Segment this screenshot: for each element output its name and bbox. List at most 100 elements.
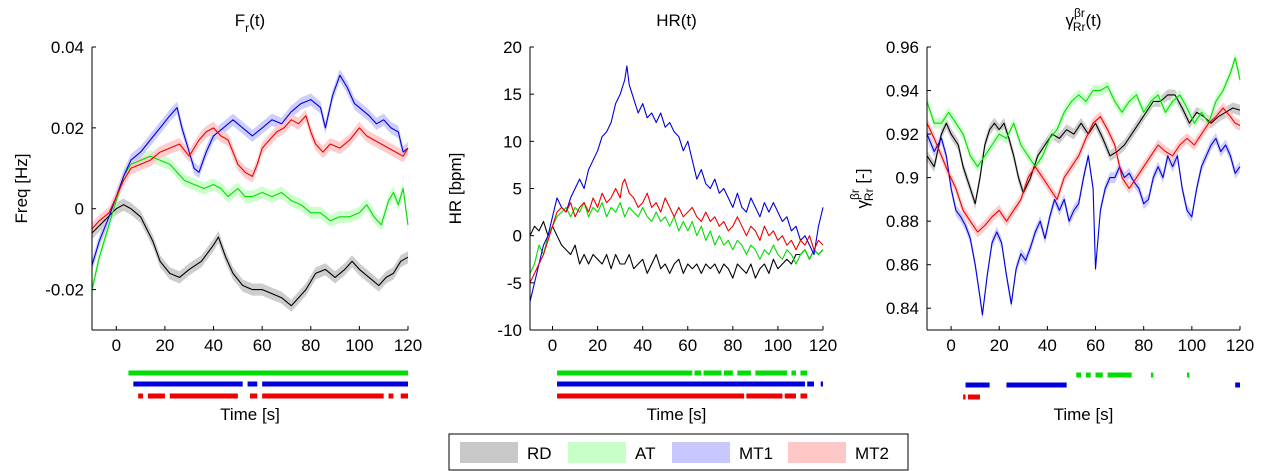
plot-area	[529, 65, 824, 302]
sig-segment-at	[557, 370, 693, 376]
legend-swatch-mt2	[788, 442, 846, 463]
x-tick-label: 0	[946, 336, 955, 355]
sig-segment-at	[1107, 372, 1132, 378]
x-tick-label: 120	[394, 336, 422, 355]
sig-segment-mt2	[784, 393, 796, 399]
sig-segment-at	[1095, 372, 1103, 378]
plot-area	[926, 52, 1241, 321]
y-tick-label: 20	[503, 38, 522, 57]
sig-segment-at	[723, 370, 733, 376]
sig-segment-mt1	[1006, 382, 1067, 388]
y-axis-label: HR [bpm]	[446, 153, 465, 225]
sig-segment-mt2	[800, 393, 808, 399]
sig-segment-at	[1076, 372, 1082, 378]
y-tick-label: 15	[503, 85, 522, 104]
y-tick-label: 0.02	[51, 119, 84, 138]
sig-segment-at	[800, 370, 808, 376]
title-sup: βr	[1074, 6, 1085, 20]
axes: 0 20 40 60 80 100 120 -0.02 0 0.02 0.04	[45, 38, 422, 355]
y-tick-label: 0.9	[895, 169, 919, 188]
ylabel-main: γ	[853, 199, 872, 208]
y-tick-label: 0	[75, 200, 84, 219]
y-tick-label: 0.86	[886, 256, 919, 275]
x-tick-label: 40	[204, 336, 223, 355]
series-line-mt1	[529, 65, 824, 302]
legend-label-mt2: MT2	[855, 444, 889, 463]
sig-segment-at	[128, 370, 408, 376]
series-line-mt2	[926, 107, 1241, 233]
sig-segment-mt2	[250, 393, 258, 399]
legend-swatch-at	[568, 442, 626, 463]
y-tick-label: 0.84	[886, 299, 919, 318]
band-mt1	[927, 128, 1240, 321]
title-main: F	[235, 11, 245, 30]
ylabel-sup: βr	[848, 189, 862, 200]
band-mt1	[92, 69, 408, 272]
x-tick-label: 60	[1086, 336, 1105, 355]
y-tick-label: 10	[503, 132, 522, 151]
title-sub: Rr	[1073, 20, 1086, 34]
chart-panel-2: 0 20 40 60 80 100 120 -10 -5 0 5 10 15 20 HR(t) HR [bpm…	[446, 11, 837, 424]
series-line-mt2	[91, 115, 409, 230]
sig-segment-at	[737, 370, 751, 376]
legend: RD AT MT1 MT2	[448, 433, 909, 471]
band-at	[92, 150, 408, 296]
series-line-rd	[926, 94, 1241, 205]
x-axis-label: Time [s]	[1054, 405, 1114, 424]
series-line-mt2	[529, 178, 824, 284]
x-tick-label: 60	[253, 336, 272, 355]
series-line-rd	[529, 220, 824, 279]
x-tick-label: 100	[764, 336, 792, 355]
sig-segment-mt2	[967, 394, 980, 400]
y-tick-label: 0	[513, 227, 522, 246]
x-tick-label: 60	[678, 336, 697, 355]
series-line-at	[529, 202, 824, 274]
title-rest: (t)	[249, 11, 265, 30]
y-tick-label: 5	[513, 180, 522, 199]
ylabel-sub: Rr	[862, 188, 876, 201]
plot-area	[91, 69, 409, 312]
x-axis-label: Time [s]	[220, 405, 280, 424]
sig-segment-at	[1085, 372, 1091, 378]
chart-title: HR(t)	[656, 11, 697, 30]
y-tick-label: 0.88	[886, 212, 919, 231]
x-tick-label: 40	[1038, 336, 1057, 355]
sig-segment-at	[1187, 372, 1190, 378]
sig-segment-mt1	[807, 381, 814, 387]
series-line-at	[91, 155, 409, 290]
sig-segment-mt2	[138, 393, 144, 399]
y-tick-label: 0.92	[886, 125, 919, 144]
sig-segment-mt2	[388, 393, 394, 399]
x-tick-label: 20	[155, 336, 174, 355]
sig-segment-mt1	[247, 381, 258, 387]
title-main: γ	[1065, 11, 1074, 30]
sig-segment-mt1	[1235, 382, 1240, 388]
sig-segment-at	[755, 370, 787, 376]
title-rest: (t)	[1086, 11, 1102, 30]
x-tick-label: 20	[990, 336, 1009, 355]
x-tick-label: 20	[588, 336, 607, 355]
x-tick-label: 80	[1134, 336, 1153, 355]
axes: 0 20 40 60 80 100 120 -10 -5 0 5 10 15 20	[497, 38, 837, 355]
series-line-rd	[91, 204, 409, 307]
x-tick-label: 120	[809, 336, 837, 355]
x-tick-label: 0	[548, 336, 557, 355]
x-tick-label: 80	[301, 336, 320, 355]
legend-swatch-rd	[460, 442, 518, 463]
sig-segment-mt1	[820, 381, 823, 387]
y-axis-label: Freq [Hz]	[12, 154, 31, 224]
sig-segment-mt2	[746, 393, 783, 399]
y-tick-label: 0.94	[886, 82, 919, 101]
chart-title: Fr(t)	[235, 11, 265, 35]
x-tick-label: 120	[1226, 336, 1254, 355]
x-axis-label: Time [s]	[647, 405, 707, 424]
legend-swatch-mt1	[672, 442, 730, 463]
chart-title: γβr Rr(t)	[1065, 6, 1101, 34]
ylabel-rest: [-]	[853, 169, 872, 189]
significance-bars	[963, 372, 1240, 400]
x-tick-label: 80	[723, 336, 742, 355]
x-tick-label: 100	[345, 336, 373, 355]
sig-segment-at	[1150, 372, 1154, 378]
y-tick-label: -5	[507, 274, 522, 293]
